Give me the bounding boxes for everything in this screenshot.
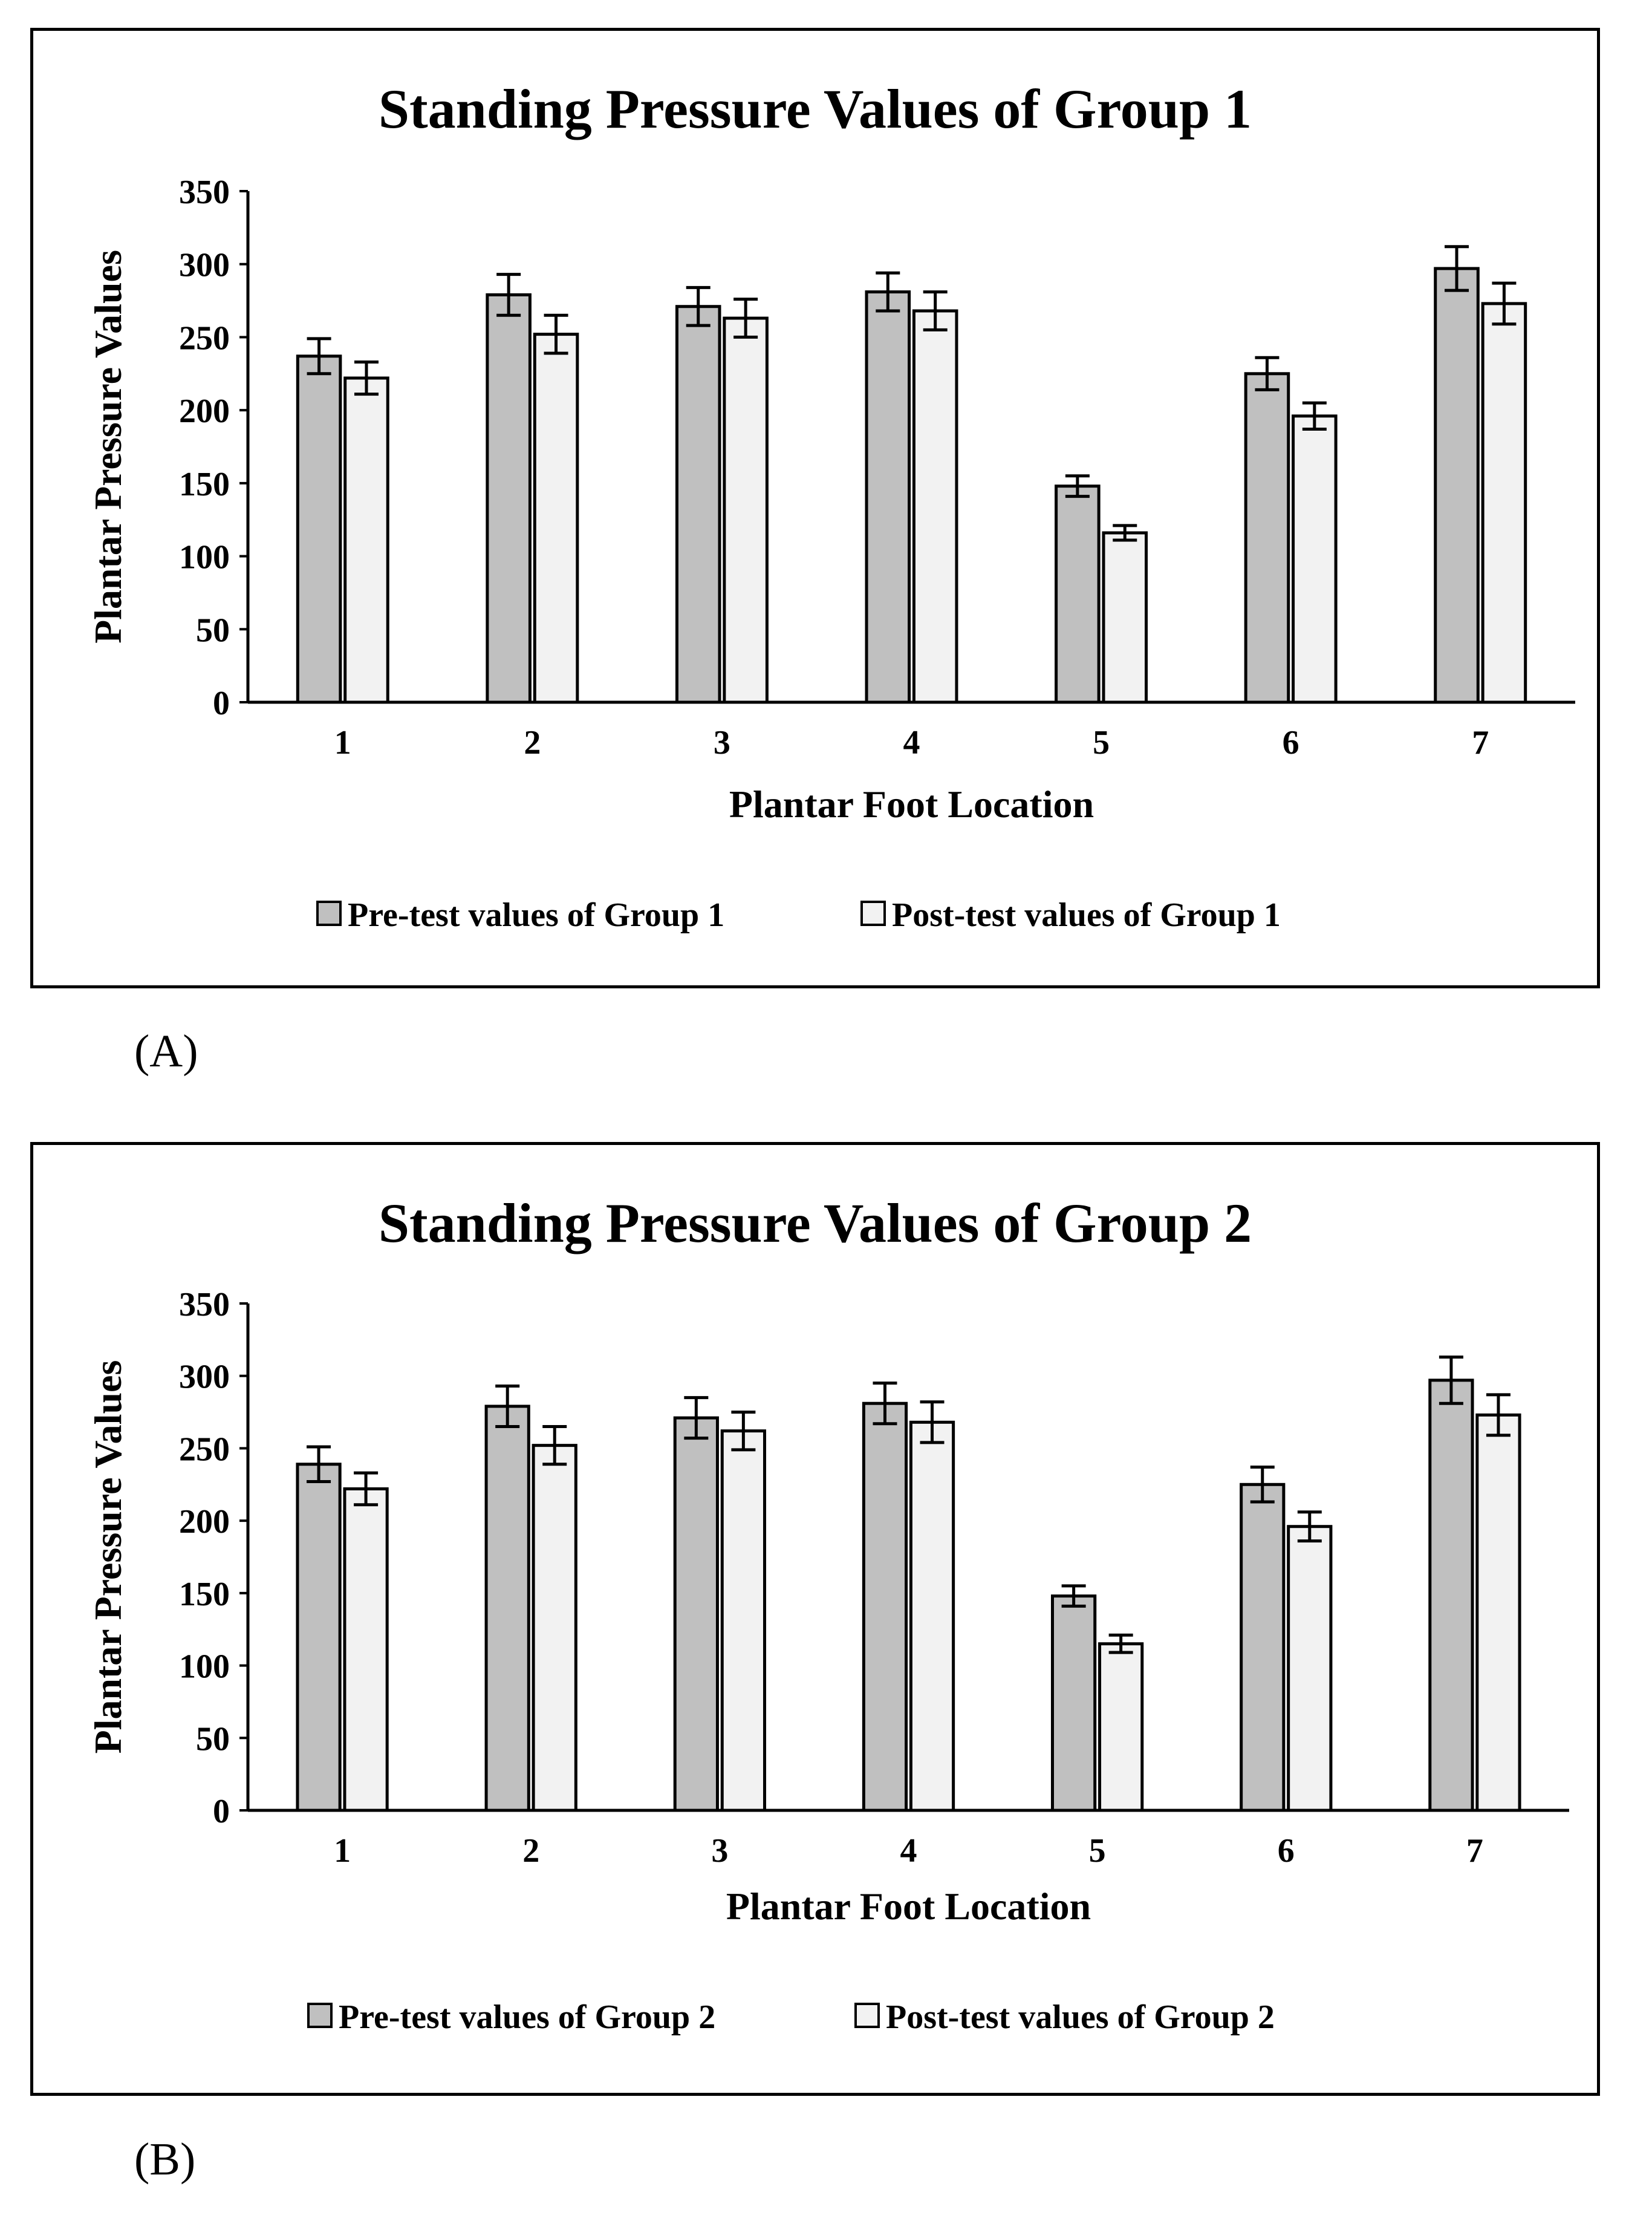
bar-post-test bbox=[723, 316, 769, 704]
y-tick-label: 200 bbox=[179, 1503, 230, 1541]
y-axis-label: Plantar Pressure Values bbox=[86, 250, 129, 644]
bar-pre-test bbox=[862, 1401, 908, 1812]
y-tick-label: 0 bbox=[213, 1793, 230, 1830]
bar-pre-test bbox=[296, 354, 342, 704]
bar-post-test bbox=[533, 333, 579, 704]
bar-pre-test bbox=[1055, 484, 1101, 704]
y-tick-label: 100 bbox=[179, 1648, 230, 1686]
y-tick-label: 150 bbox=[179, 466, 230, 503]
x-tick-label: 4 bbox=[903, 724, 920, 762]
bar-pre-test bbox=[1244, 372, 1290, 704]
x-tick-label: 5 bbox=[1089, 1832, 1106, 1870]
x-tick-label: 7 bbox=[1466, 1832, 1483, 1870]
bar-post-test bbox=[1292, 414, 1338, 704]
bar-post-test bbox=[909, 1420, 955, 1812]
panel-label-b: (B) bbox=[134, 2134, 196, 2185]
y-tick-label: 50 bbox=[196, 1720, 230, 1758]
x-tick-label: 5 bbox=[1093, 724, 1110, 762]
y-tick-label: 200 bbox=[179, 393, 230, 430]
y-tick-label: 300 bbox=[179, 1359, 230, 1396]
bar-post-test bbox=[343, 1487, 389, 1812]
x-tick-label: 2 bbox=[524, 724, 541, 762]
panel-label-a: (A) bbox=[134, 1026, 198, 1077]
bar-post-test bbox=[1098, 1642, 1144, 1812]
x-tick-label: 1 bbox=[334, 724, 351, 762]
bar-pre-test bbox=[1051, 1594, 1097, 1812]
y-tick-label: 250 bbox=[179, 1430, 230, 1468]
x-tick-label: 3 bbox=[711, 1832, 728, 1870]
chart-title: Standing Pressure Values of Group 2 bbox=[379, 1192, 1252, 1254]
bar-post-test bbox=[1102, 531, 1148, 704]
bar-pre-test bbox=[296, 1463, 342, 1812]
bar-post-test bbox=[912, 309, 958, 704]
bar-pre-test bbox=[486, 293, 532, 704]
x-tick-label: 6 bbox=[1283, 724, 1299, 762]
legend-label: Post-test values of Group 1 bbox=[892, 896, 1281, 934]
bar-post-test bbox=[532, 1444, 577, 1812]
chart-title: Standing Pressure Values of Group 1 bbox=[379, 78, 1252, 140]
y-tick-label: 250 bbox=[179, 319, 230, 357]
x-tick-label: 7 bbox=[1472, 724, 1489, 762]
bar-chart-group-1: Standing Pressure Values of Group 1 0 50 10… bbox=[86, 78, 1575, 934]
legend-swatch bbox=[316, 901, 342, 926]
x-axis-label: Plantar Foot Location bbox=[729, 783, 1094, 826]
bar-chart-group-2: Standing Pressure Values of Group 2 0 50 10… bbox=[86, 1192, 1569, 2036]
legend-swatch bbox=[860, 901, 886, 926]
y-axis-label: Plantar Pressure Values bbox=[86, 1360, 129, 1754]
y-tick-label: 0 bbox=[213, 685, 230, 722]
x-tick-label: 2 bbox=[522, 1832, 539, 1870]
bar-pre-test bbox=[1434, 267, 1480, 704]
x-tick-label: 4 bbox=[900, 1832, 917, 1870]
bar-pre-test bbox=[1428, 1378, 1474, 1812]
legend-swatch bbox=[307, 2003, 333, 2028]
legend-label: Pre-test values of Group 1 bbox=[348, 896, 724, 934]
bar-pre-test bbox=[1240, 1483, 1286, 1812]
y-tick-label: 150 bbox=[179, 1576, 230, 1613]
bar-post-test bbox=[343, 376, 389, 704]
legend-label: Pre-test values of Group 2 bbox=[339, 1998, 715, 2036]
chart-panel-b: Standing Pressure Values of Group 2 0 50 10… bbox=[30, 1142, 1600, 2096]
bar-pre-test bbox=[675, 305, 721, 704]
chart-panel-a: Standing Pressure Values of Group 1 0 50 10… bbox=[30, 28, 1600, 988]
bar-post-test bbox=[1475, 1413, 1521, 1812]
legend-label: Post-test values of Group 2 bbox=[886, 1998, 1275, 2036]
bar-post-test bbox=[1287, 1525, 1333, 1812]
y-tick-label: 100 bbox=[179, 539, 230, 576]
y-tick-label: 300 bbox=[179, 247, 230, 284]
bar-pre-test bbox=[484, 1404, 530, 1812]
legend-swatch bbox=[854, 2003, 880, 2028]
bar-post-test bbox=[1481, 302, 1527, 704]
y-tick-label: 50 bbox=[196, 612, 230, 649]
bar-pre-test bbox=[865, 290, 911, 704]
y-tick-label: 350 bbox=[179, 1286, 230, 1323]
x-tick-label: 3 bbox=[714, 724, 730, 762]
x-axis-label: Plantar Foot Location bbox=[726, 1885, 1091, 1928]
bar-pre-test bbox=[673, 1416, 719, 1812]
x-tick-label: 6 bbox=[1278, 1832, 1295, 1870]
y-tick-label: 350 bbox=[179, 174, 230, 211]
bar-post-test bbox=[720, 1429, 766, 1812]
x-tick-label: 1 bbox=[334, 1832, 351, 1870]
